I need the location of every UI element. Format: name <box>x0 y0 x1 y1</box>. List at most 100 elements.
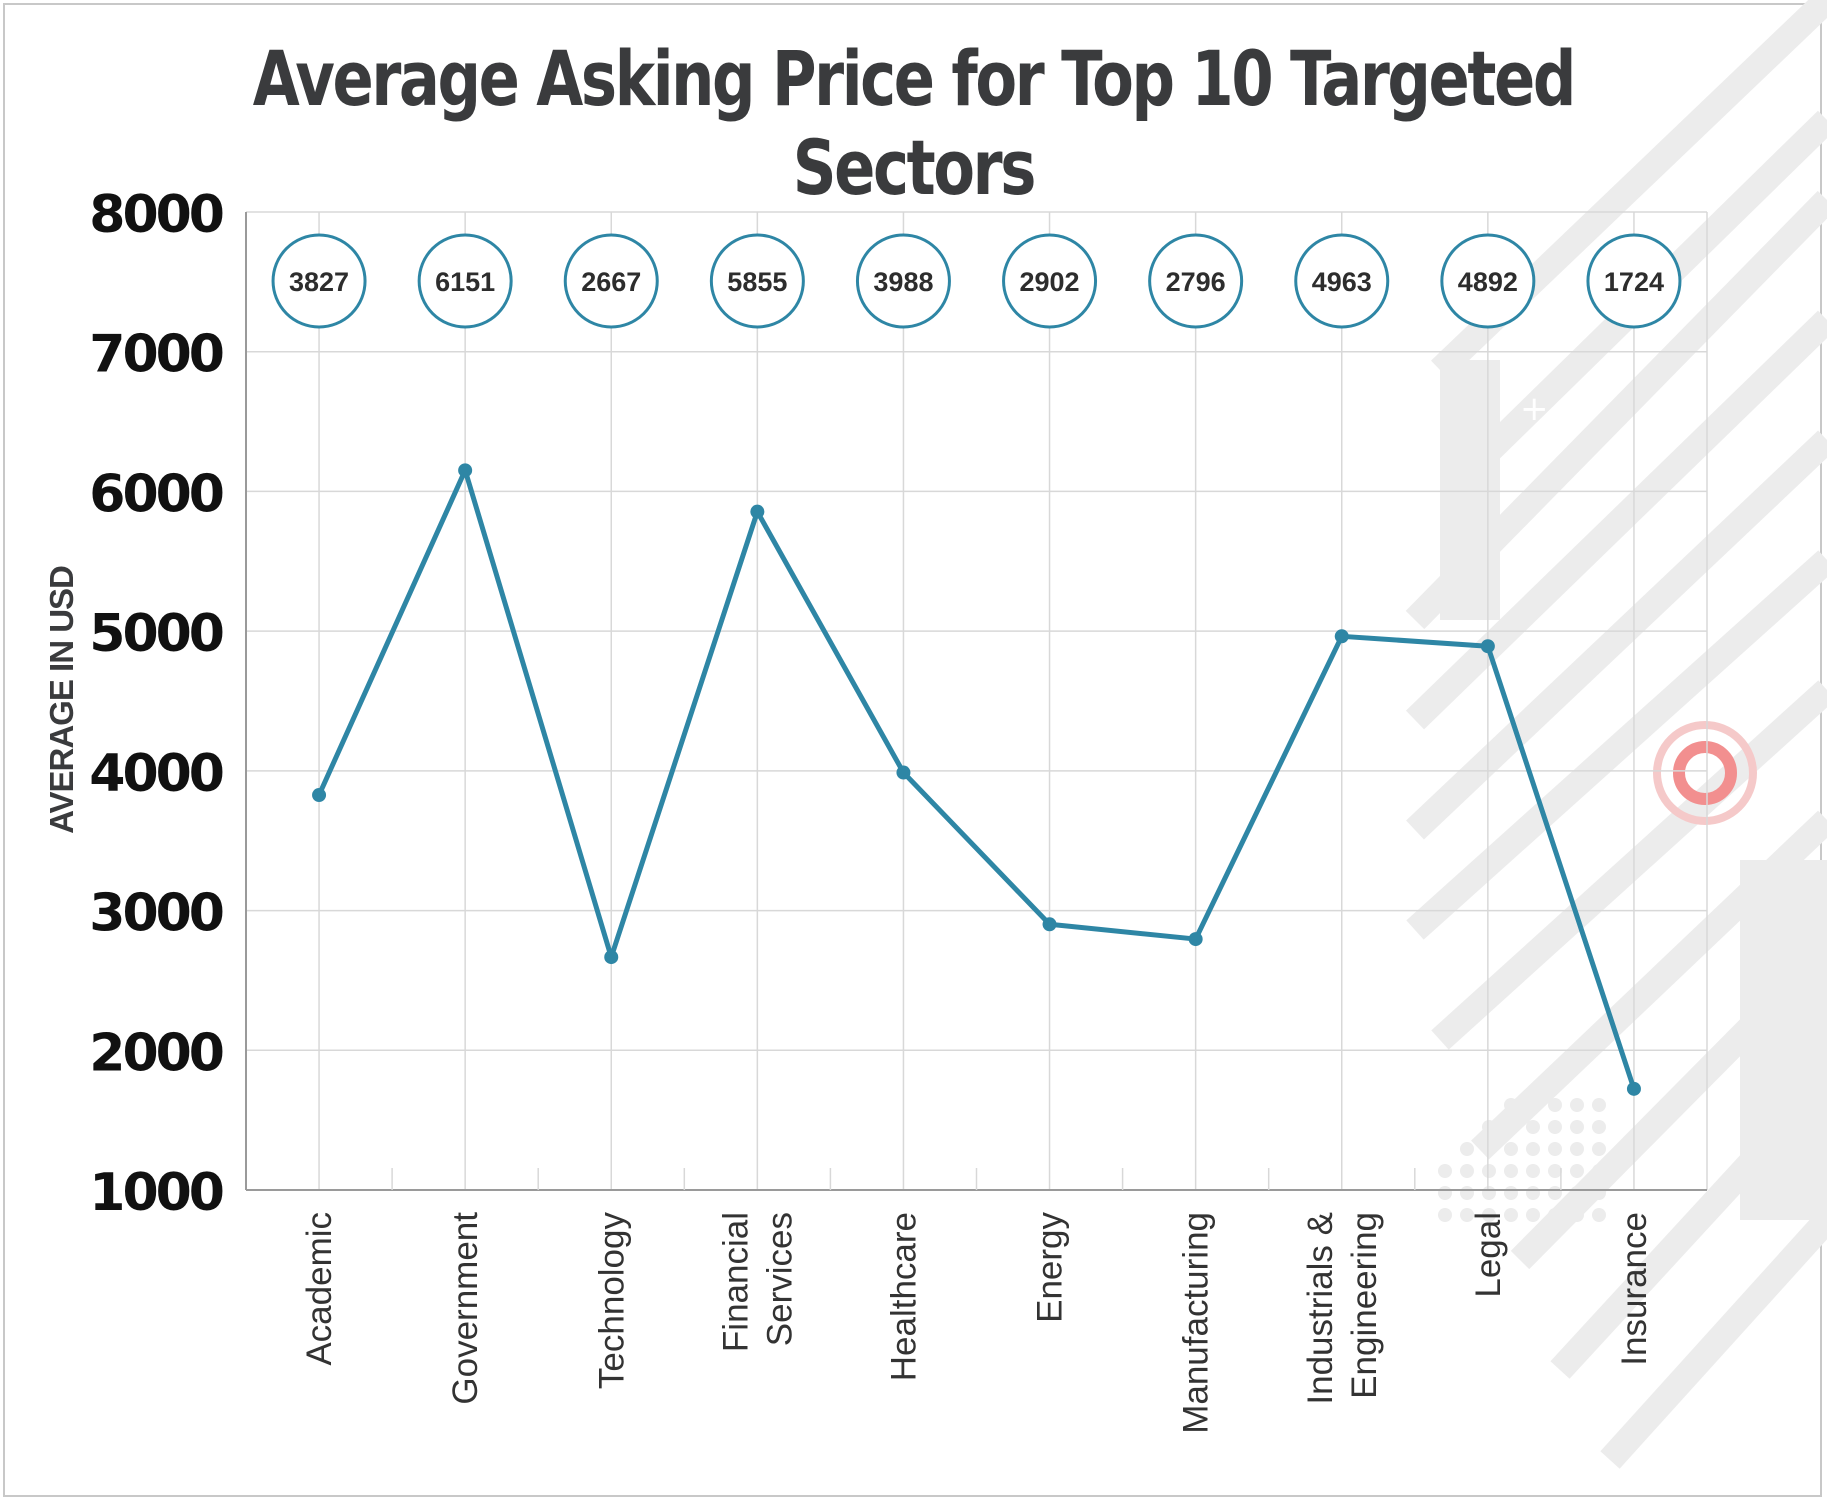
decor-dot <box>1570 1142 1584 1156</box>
decor-dot <box>1482 1208 1496 1222</box>
value-bubble-label: 2796 <box>1166 267 1226 297</box>
data-point <box>312 788 327 803</box>
value-bubble-label: 2667 <box>581 267 641 297</box>
decor-stripe <box>1405 310 1827 730</box>
data-point <box>458 463 473 478</box>
x-tick-label-line: Manufacturing <box>1177 1212 1216 1434</box>
value-bubble <box>271 233 367 329</box>
decor-dot <box>1526 1098 1540 1112</box>
decor-dot <box>1482 1164 1496 1178</box>
x-tick-label-line: Energy <box>1031 1212 1070 1323</box>
x-tick-label-line: Industrials & <box>1301 1212 1340 1405</box>
data-point <box>896 765 911 780</box>
decor-dot <box>1460 1164 1474 1178</box>
x-tick-label-line: Technology <box>592 1212 631 1390</box>
value-bubble-label: 2902 <box>1020 267 1080 297</box>
y-tick-label: 3000 <box>89 884 223 944</box>
data-point <box>1042 917 1057 932</box>
decor-dot <box>1504 1098 1518 1112</box>
data-point <box>1188 932 1203 947</box>
series-line <box>316 467 1637 1092</box>
x-tick-label-line: Engineering <box>1345 1212 1384 1399</box>
y-tick-label: 1000 <box>89 1163 223 1223</box>
decor-dot <box>1438 1164 1452 1178</box>
y-tick-label: 5000 <box>89 604 223 664</box>
x-tick-label: Academic <box>300 1212 339 1366</box>
decor-dot <box>1570 1186 1584 1200</box>
decor-dot <box>1548 1164 1562 1178</box>
value-bubble <box>855 233 951 329</box>
value-bubble-label: 4963 <box>1312 267 1372 297</box>
decor-dot <box>1460 1208 1474 1222</box>
x-tick-label: Manufacturing <box>1177 1212 1216 1434</box>
decor-dot <box>1482 1120 1496 1134</box>
decor-dot <box>1570 1208 1584 1222</box>
value-bubble-label: 5855 <box>727 267 787 297</box>
decor-dot <box>1592 1142 1606 1156</box>
decor-stripe <box>1406 550 1827 940</box>
value-bubble <box>417 233 513 329</box>
decor-dot <box>1504 1142 1518 1156</box>
value-bubbles: 3827 6151 2667 5855 3988 2902 2796 4963 4892 1724 <box>271 233 1682 329</box>
decor-dot <box>1570 1098 1584 1112</box>
value-bubble <box>1002 233 1098 329</box>
x-axis-ticks: Academic Government Technology Financial Ser… <box>300 1212 1654 1434</box>
decor-dot <box>1482 1186 1496 1200</box>
decor-dot <box>1548 1098 1562 1112</box>
decor-dot <box>1526 1120 1540 1134</box>
decor-dot <box>1592 1098 1606 1112</box>
decor-stripe <box>1406 430 1827 840</box>
x-tick-label: Legal <box>1469 1212 1508 1298</box>
series-line-group <box>316 467 1637 1092</box>
data-point <box>604 950 619 965</box>
axes <box>245 212 1707 1191</box>
decor-dot <box>1460 1142 1474 1156</box>
data-point <box>1626 1081 1641 1096</box>
decor-target-icon <box>1673 741 1737 805</box>
x-tick-label-line: Academic <box>300 1212 339 1366</box>
value-bubble <box>1586 233 1682 329</box>
decor-dot <box>1526 1164 1540 1178</box>
y-axis-ticks: 1000 2000 3000 4000 5000 6000 7000 8000 <box>89 185 226 1223</box>
decor-dot <box>1592 1164 1606 1178</box>
decor-block <box>1740 860 1827 1220</box>
y-tick-label: 4000 <box>89 744 223 804</box>
decor-stripe <box>1600 1211 1827 1469</box>
chart-title: Average Asking Price for Top 10 Targeted… <box>252 34 1577 212</box>
value-bubble-label: 3988 <box>873 267 933 297</box>
y-tick-label: 8000 <box>89 185 223 245</box>
x-tick-label: Government <box>446 1212 485 1405</box>
decor-block <box>1440 360 1500 620</box>
x-tick-label-line: Services <box>760 1212 799 1346</box>
decor-dot <box>1504 1120 1518 1134</box>
y-tick-label: 6000 <box>89 464 223 524</box>
value-bubble <box>709 233 805 329</box>
decor-dot <box>1438 1186 1452 1200</box>
data-point <box>1480 639 1495 654</box>
data-points <box>312 463 1641 1096</box>
decor-dot <box>1504 1164 1518 1178</box>
x-tick-label: Industrials & Engineering <box>1301 1212 1384 1405</box>
value-bubble-label: 1724 <box>1604 267 1664 297</box>
decor-dot <box>1592 1208 1606 1222</box>
x-tick-label: Healthcare <box>884 1212 923 1381</box>
x-tick-label: Energy <box>1031 1212 1070 1323</box>
decor-dot <box>1482 1142 1496 1156</box>
decor-dot <box>1548 1186 1562 1200</box>
decor-dot <box>1548 1142 1562 1156</box>
x-tick-label-line: Insurance <box>1615 1212 1654 1366</box>
value-bubble <box>1294 233 1390 329</box>
value-bubble <box>563 233 659 329</box>
value-bubble <box>1440 233 1536 329</box>
decor-dot <box>1504 1186 1518 1200</box>
decor-dot <box>1438 1208 1452 1222</box>
background-decoration: ++ <box>1405 0 1827 1469</box>
value-bubble-label: 4892 <box>1458 267 1518 297</box>
value-bubble <box>1148 233 1244 329</box>
decor-dot <box>1526 1208 1540 1222</box>
y-tick-label: 2000 <box>89 1023 223 1083</box>
decor-dot <box>1548 1208 1562 1222</box>
decor-dot <box>1526 1142 1540 1156</box>
value-bubble-label: 6151 <box>435 267 495 297</box>
